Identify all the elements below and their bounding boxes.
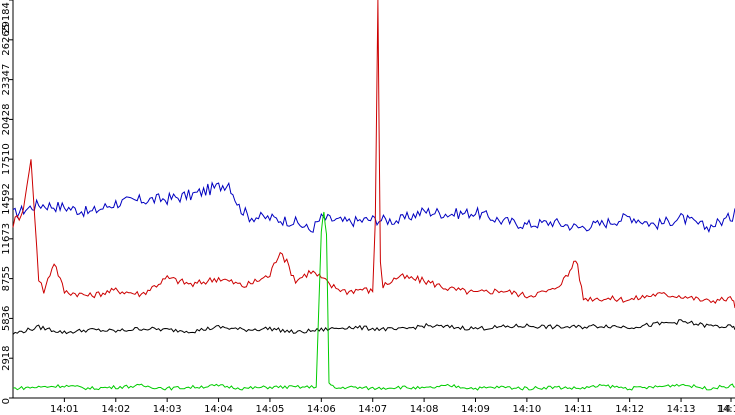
x-tick-label: 14:07 xyxy=(358,404,387,415)
y-tick-label: 11673 xyxy=(1,223,12,255)
series-line-3 xyxy=(12,319,735,335)
y-tick-label: 5836 xyxy=(1,306,12,331)
y-tick-label: 23347 xyxy=(1,64,12,96)
series-line-4 xyxy=(12,211,735,391)
x-tick-label: 14:09 xyxy=(461,404,490,415)
y-tick-label: 14592 xyxy=(1,183,12,215)
y-tick-label: 26265 xyxy=(1,24,12,56)
x-tick-label: 14:04 xyxy=(204,404,233,415)
series-line-1 xyxy=(12,181,735,233)
y-tick-label: 20428 xyxy=(1,104,12,136)
series-group xyxy=(12,0,735,391)
x-tick-label: 14:14 xyxy=(717,404,735,415)
x-tick-label: 14:02 xyxy=(101,404,130,415)
y-tick-label: 29184 xyxy=(1,2,12,34)
x-tick-label: 14:13 xyxy=(667,404,696,415)
x-tick-labels: 14:01 14:02 14:03 14:04 14:05 14:06 14:07 14:08… xyxy=(50,398,735,415)
x-tick-label: 14:10 xyxy=(512,404,541,415)
y-tick-label: 2918 xyxy=(1,345,12,370)
y-tick-labels: 0 2918 5836 8755 11673 14592 17510 20428 23347 26… xyxy=(1,0,13,404)
x-tick-label: 14:05 xyxy=(256,404,285,415)
x-tick-label: 14 xyxy=(718,404,731,415)
y-tick-label: 8755 xyxy=(1,266,12,291)
axes xyxy=(12,0,735,399)
x-tick-label: 14:01 xyxy=(50,404,79,415)
x-tick-label: 14:12 xyxy=(615,404,644,415)
series-line-2 xyxy=(12,0,735,309)
x-tick-label: 14:03 xyxy=(153,404,182,415)
x-tick-label: 14:08 xyxy=(410,404,439,415)
x-tick-label: 14:11 xyxy=(564,404,593,415)
y-tick-label: 17510 xyxy=(1,143,12,175)
y-tick-label: 0 xyxy=(1,398,12,404)
x-tick-label: 14:06 xyxy=(307,404,336,415)
